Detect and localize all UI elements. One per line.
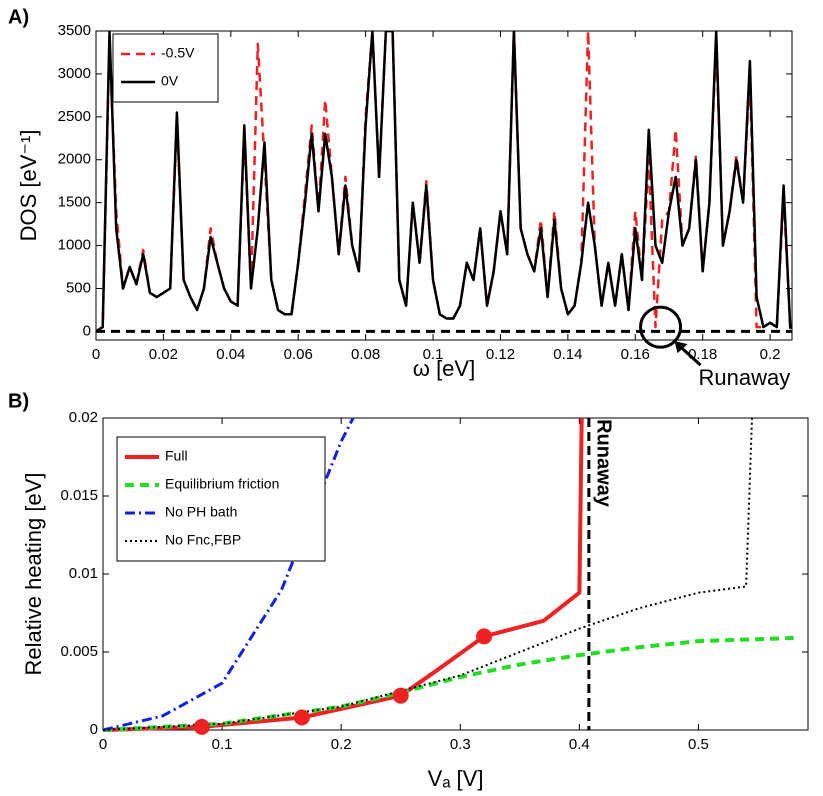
x-tick-label: 0.5: [688, 736, 709, 753]
x-tick-label: 0.1: [212, 736, 233, 753]
series-line: [103, 417, 584, 732]
y-tick-label: 1000: [58, 237, 91, 254]
series-line: [103, 636, 794, 732]
y-tick-label: 3000: [58, 65, 91, 82]
legend-label: 0V: [161, 73, 179, 89]
series-line: [96, 31, 792, 333]
legend-label: No PH bath: [165, 504, 237, 520]
x-tick-label: 0: [92, 346, 100, 363]
y-axis-label: DOS [eV⁻¹]: [16, 130, 41, 242]
x-tick-label: 0.4: [569, 736, 590, 753]
y-tick-label: 2500: [58, 108, 91, 125]
x-tick-label: 0.02: [149, 346, 178, 363]
x-tick-label: 0: [99, 736, 107, 753]
x-tick-label: 0.16: [621, 346, 650, 363]
y-tick-label: 1500: [58, 194, 91, 211]
plot-area: [103, 417, 794, 732]
x-tick-label: 0.14: [553, 346, 582, 363]
y-tick-label: 0.01: [69, 565, 98, 582]
plot-area: [96, 31, 792, 333]
x-tick-label: 0.1: [423, 346, 444, 363]
x-tick-label: 0.2: [760, 346, 781, 363]
x-tick-label: 0.3: [450, 736, 471, 753]
x-tick-label: 0.12: [486, 346, 515, 363]
x-tick-label: 0.18: [688, 346, 717, 363]
y-axis-label: Relative heating [eV]: [21, 472, 46, 675]
data-point: [476, 628, 493, 645]
y-tick-label: 2000: [58, 151, 91, 168]
series-line: [103, 417, 355, 732]
y-tick-label: 3500: [58, 22, 91, 39]
annotation-circle: [639, 305, 683, 349]
legend-label: No Fnc,FBP: [165, 532, 241, 548]
x-tick-label: 0.06: [284, 346, 313, 363]
x-tick-label: 0.04: [216, 346, 245, 363]
y-tick-label: 500: [66, 279, 91, 296]
annotation-label: Runaway: [699, 365, 791, 390]
legend-label: Full: [165, 448, 188, 464]
data-point: [193, 718, 210, 735]
y-tick-label: 0.015: [60, 487, 98, 504]
y-tick-label: 0: [90, 721, 98, 738]
y-tick-label: 0.005: [60, 643, 98, 660]
panel-label: A): [8, 6, 29, 28]
x-tick-label: 0.08: [351, 346, 380, 363]
arrow-head: [674, 341, 688, 354]
legend-label: Equilibrium friction: [165, 476, 279, 492]
data-point: [392, 687, 409, 704]
x-axis-label: Vₐ [V]: [428, 766, 484, 791]
x-axis-label: ω [eV]: [413, 356, 475, 381]
y-tick-label: 0: [83, 322, 91, 339]
x-tick-label: 0.2: [331, 736, 352, 753]
legend-label: -0.5V: [161, 45, 195, 61]
runaway-label: Runaway: [593, 419, 615, 508]
y-tick-label: 0.02: [69, 409, 98, 426]
data-point: [293, 709, 310, 726]
legend-box: [112, 33, 219, 103]
panel-label: B): [8, 390, 29, 412]
